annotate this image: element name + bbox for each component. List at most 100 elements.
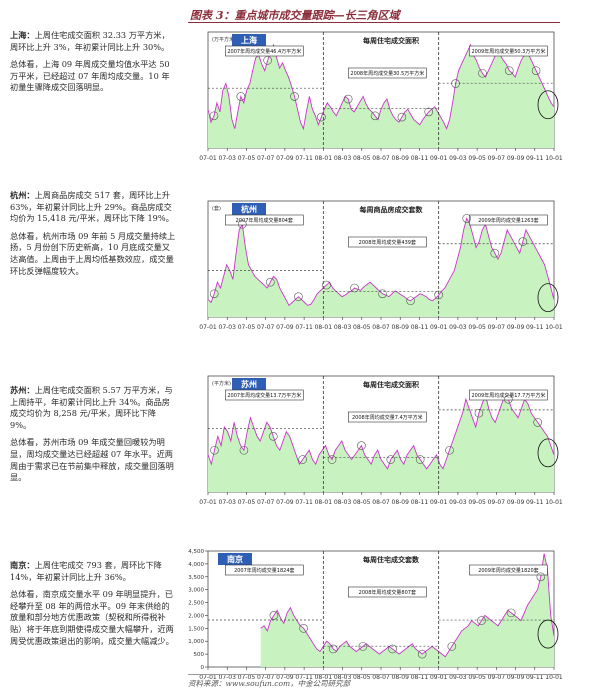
x-tick-label: 07-09 (276, 674, 294, 681)
desc-para2: 总体看，苏州市场 09 年成交量回暖较为明显，周均成交量达已经超越 07 年水平… (10, 437, 174, 483)
city-badge (232, 34, 266, 46)
desc-para1: 上周住宅成交 793 套，周环比下降 14%，年初累计同比上升 36%。 (10, 560, 162, 582)
trough-marker (266, 277, 275, 287)
x-tick-label: 07-03 (219, 324, 237, 331)
unit-label: (套) (212, 205, 221, 212)
trough-marker (327, 455, 337, 464)
x-tick-label: 09-05 (468, 499, 486, 506)
x-tick-label: 09-09 (507, 499, 525, 506)
city-label: 南京： (10, 560, 35, 570)
x-tick-label: 09-11 (526, 499, 544, 506)
x-tick-label: 09-09 (507, 155, 525, 162)
x-tick-label: 08-07 (372, 674, 390, 681)
x-tick-label: 09-07 (488, 324, 506, 331)
x-tick-label: 07-03 (219, 674, 237, 681)
x-tick-label: 10-01 (545, 674, 563, 681)
latest-highlight-circle (537, 90, 559, 120)
y-tick-label: 1,000 (188, 639, 204, 645)
series-line (207, 217, 555, 307)
x-tick-label: 08-05 (353, 674, 371, 681)
city-badge (232, 378, 266, 390)
trough-marker (434, 290, 443, 300)
trough-marker (506, 608, 516, 618)
x-tick-label: 08-01 (315, 674, 333, 681)
trough-marker (269, 611, 279, 620)
trough-marker (239, 445, 249, 455)
x-tick-label: 07-07 (257, 674, 275, 681)
average-annotation: 2007年周均成交量13.7万平方米 (227, 392, 301, 399)
average-annotation-box (224, 564, 304, 576)
trough-marker (388, 644, 397, 654)
x-tick-label: 09-11 (526, 324, 544, 331)
city-badge-label: 上海 (241, 35, 257, 45)
y-tick-label: 2,000 (188, 613, 204, 619)
x-tick-label: 09-07 (488, 674, 506, 681)
city-label: 杭州： (10, 190, 35, 200)
average-annotation-box (348, 67, 427, 79)
trough-marker (417, 649, 427, 659)
x-tick-label: 09-01 (430, 155, 448, 162)
x-tick-label: 08-03 (334, 499, 352, 506)
x-tick-label: 07-01 (199, 674, 217, 681)
x-tick-label: 08-05 (353, 499, 371, 506)
x-tick-label: 07-01 (199, 155, 217, 162)
average-annotation-box (469, 214, 548, 226)
city-badge (232, 203, 266, 215)
x-tick-label: 08-07 (372, 324, 390, 331)
city-label: 上海： (10, 30, 35, 40)
trough-marker (451, 79, 460, 88)
x-tick-label: 07-05 (238, 155, 256, 162)
x-tick-label: 07-01 (199, 324, 217, 331)
y-tick-label: 3,000 (188, 588, 204, 594)
trough-marker (397, 112, 407, 122)
title-rule (188, 22, 560, 23)
trough-marker (504, 66, 514, 75)
x-tick-label: 08-09 (392, 155, 410, 162)
trough-marker (343, 94, 353, 104)
average-annotation: 2009年周均成交量1820套 (478, 567, 538, 574)
x-tick-label: 07-07 (257, 155, 275, 162)
trough-marker (328, 644, 338, 654)
x-tick-label: 09-05 (468, 324, 486, 331)
x-tick-label: 08-11 (411, 499, 429, 506)
x-tick-label: 10-01 (545, 499, 563, 506)
x-tick-label: 07-03 (219, 499, 237, 506)
series-line (207, 393, 555, 470)
desc-hangzhou: 杭州：上周商品房成交 517 套，周环比上升 63%，年初累计同比上升 29%。… (10, 190, 176, 283)
y-tick-label: 4,000 (188, 562, 204, 568)
trough-marker (378, 289, 387, 299)
y-tick-label: 1,500 (188, 626, 204, 632)
x-tick-label: 08-03 (334, 674, 352, 681)
x-tick-label: 07-11 (295, 499, 313, 506)
trough-marker (298, 455, 307, 464)
trough-marker (462, 214, 472, 223)
trough-marker (477, 616, 486, 625)
average-annotation-box (348, 411, 427, 423)
trough-marker (424, 107, 434, 117)
series-line (260, 553, 555, 658)
average-annotation: 2008年周均成交量30.5万平方米 (350, 70, 424, 77)
x-tick-label: 09-01 (430, 674, 448, 681)
x-tick-label: 09-01 (430, 324, 448, 331)
x-tick-label: 09-03 (449, 155, 467, 162)
trough-marker (358, 642, 368, 651)
x-tick-label: 07-01 (199, 499, 217, 506)
x-tick-label: 09-05 (468, 674, 486, 681)
x-tick-label: 07-07 (257, 324, 275, 331)
x-tick-label: 08-09 (392, 324, 410, 331)
trough-marker (237, 219, 247, 229)
x-tick-label: 08-05 (353, 324, 371, 331)
chart-hangzhou: 07-01 07-03 07-05 07-07 07-09 07-11 08-01 08-03… (199, 200, 563, 331)
x-tick-label: 08-03 (334, 324, 352, 331)
y-tick-label: 4,500 (188, 549, 204, 555)
series-area (208, 394, 554, 492)
trough-marker (445, 445, 454, 455)
series-area (208, 218, 554, 317)
x-tick-label: 08-01 (315, 155, 333, 162)
city-badge-label: 杭州 (241, 204, 257, 214)
desc-para2: 总体看，上海 09 年周成交量均值水平达 50 万平米，已经超过 07 年周均成… (10, 59, 170, 93)
x-tick-label: 09-07 (488, 499, 506, 506)
trough-marker (236, 92, 246, 101)
x-tick-label: 07-11 (295, 324, 313, 331)
city-badge-label: 南京 (227, 554, 243, 564)
